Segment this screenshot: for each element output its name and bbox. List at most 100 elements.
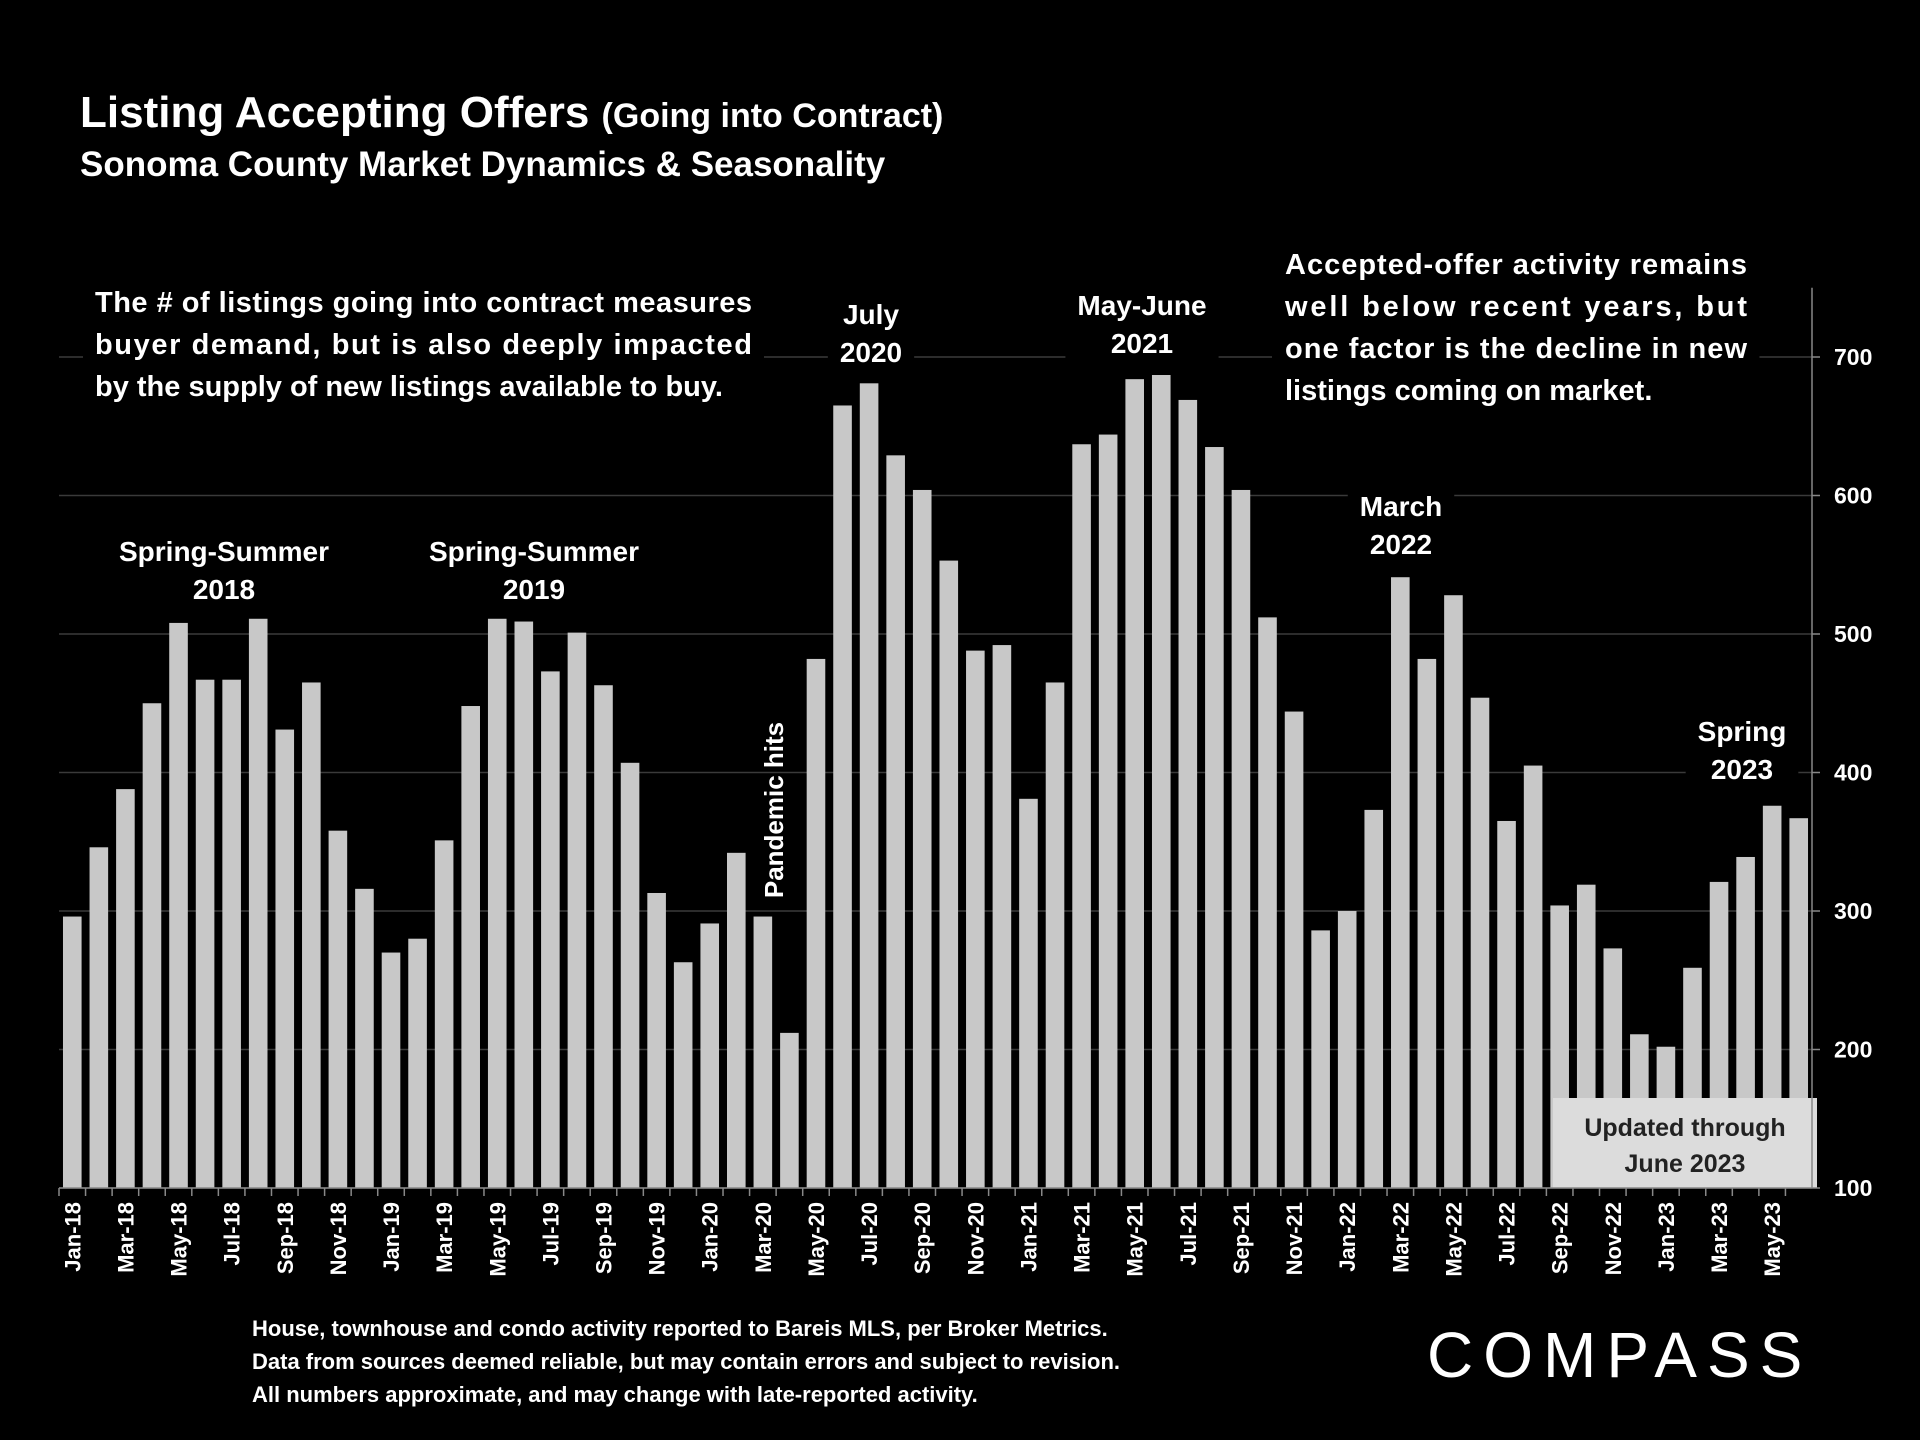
annotation: July 2020	[827, 291, 915, 376]
bar	[355, 888, 374, 1188]
x-tick-label: Nov-18	[326, 1202, 351, 1275]
y-tick-label: 600	[1834, 483, 1872, 509]
x-tick-label: Sep-21	[1229, 1202, 1254, 1274]
bar	[1417, 658, 1437, 1188]
bar	[514, 621, 534, 1188]
x-tick-label: May-18	[167, 1202, 192, 1277]
bar	[647, 892, 666, 1188]
bar	[1178, 399, 1198, 1188]
bar	[620, 762, 640, 1188]
bar	[62, 916, 82, 1188]
bar	[912, 489, 932, 1189]
x-tick-label: Nov-21	[1282, 1202, 1307, 1275]
bar	[859, 383, 879, 1188]
annotation-text: 2021	[1111, 328, 1173, 359]
annotation-text: 2020	[840, 337, 902, 368]
y-tick-label: 400	[1834, 760, 1872, 786]
bar	[275, 729, 295, 1188]
annotation-bg	[1347, 483, 1455, 568]
bar	[1523, 765, 1543, 1188]
bar	[434, 840, 454, 1188]
y-tick-label: 500	[1834, 621, 1872, 647]
x-tick-label: May-23	[1760, 1202, 1785, 1277]
x-tick-label: Mar-22	[1388, 1202, 1413, 1273]
annotation: Accepted-offer activity remains well belo…	[1272, 241, 1760, 415]
x-tick-label: Sep-19	[591, 1202, 616, 1274]
bar	[1284, 711, 1304, 1188]
bar	[142, 703, 162, 1188]
y-tick-label: 700	[1834, 344, 1872, 370]
bar	[1231, 489, 1251, 1189]
bar	[89, 847, 109, 1188]
annotation: The # of listings going into contract me…	[83, 279, 764, 411]
bar	[1311, 930, 1330, 1188]
bar	[594, 685, 613, 1188]
bar	[222, 679, 241, 1188]
annotation-text: 2019	[503, 574, 565, 605]
logo: COMPASS	[1427, 1319, 1812, 1391]
bar	[753, 916, 773, 1188]
annotation-text: 2023	[1711, 754, 1773, 785]
bar	[541, 671, 560, 1188]
x-tick-label: Mar-20	[751, 1202, 776, 1273]
annotation: Pandemic hits	[759, 722, 789, 898]
bar	[1205, 447, 1224, 1188]
annotation-bg	[416, 528, 652, 613]
x-tick-label: Mar-23	[1707, 1202, 1732, 1273]
annotation-text: well below recent years, but	[1284, 291, 1747, 323]
x-tick-label: Sep-22	[1548, 1202, 1573, 1274]
x-tick-label: Mar-21	[1070, 1202, 1095, 1273]
bar	[1258, 617, 1277, 1188]
bar	[1019, 798, 1038, 1188]
bar	[726, 852, 746, 1188]
x-tick-label: May-21	[1123, 1202, 1148, 1277]
x-tick-label: May-22	[1441, 1202, 1466, 1277]
title-main: Listing Accepting Offers	[80, 88, 589, 137]
bar	[302, 682, 321, 1188]
x-tick-label: Jul-22	[1495, 1202, 1520, 1266]
annotation-text: March	[1360, 491, 1442, 522]
bar	[169, 622, 188, 1188]
bar	[780, 1032, 799, 1188]
annotation-text: Spring-Summer	[429, 536, 639, 567]
footnote: All numbers approximate, and may change …	[252, 1382, 978, 1407]
bar	[567, 632, 587, 1188]
x-tick-label: May-19	[485, 1202, 510, 1277]
bar	[248, 618, 268, 1188]
annotation-text: Pandemic hits	[759, 722, 789, 898]
x-tick-label: Jan-18	[60, 1202, 85, 1272]
x-tick-label: Nov-22	[1601, 1202, 1626, 1275]
bar	[992, 645, 1012, 1188]
annotation-text: July	[843, 299, 899, 330]
bar	[1391, 577, 1410, 1188]
x-tick-label: Mar-18	[113, 1202, 138, 1273]
bar	[673, 962, 693, 1188]
x-tick-label: Sep-18	[273, 1202, 298, 1274]
bar	[1762, 805, 1782, 1188]
bar	[1125, 379, 1145, 1188]
annotation-bg	[1272, 241, 1760, 415]
footnote: House, townhouse and condo activity repo…	[252, 1316, 1108, 1341]
x-tick-label: Sep-20	[910, 1202, 935, 1274]
axes: 100 200 300 400 500 600 700 Jan-18 Mar-18 May-18 J…	[58, 287, 1872, 1277]
annotation-text: Accepted-offer activity remains	[1285, 249, 1747, 281]
annotation: Spring 2023	[1685, 708, 1799, 793]
bar	[1072, 444, 1091, 1188]
bar	[116, 789, 135, 1188]
bar	[381, 952, 401, 1188]
bar	[1337, 911, 1357, 1188]
annotation-text: one factor is the decline in new	[1285, 333, 1747, 365]
annotation-bg	[827, 291, 915, 376]
x-tick-label: Jan-22	[1335, 1202, 1360, 1272]
bar	[1470, 697, 1490, 1188]
x-tick-label: Jan-21	[1016, 1202, 1041, 1272]
bar	[1444, 595, 1463, 1188]
x-tick-label: Jul-19	[538, 1202, 563, 1266]
bar	[1151, 375, 1171, 1188]
bar	[408, 938, 427, 1188]
annotation-bg	[1685, 708, 1799, 793]
annotation-text: June 2023	[1625, 1150, 1746, 1178]
x-tick-label: Jan-20	[698, 1202, 723, 1272]
bar	[1045, 682, 1065, 1188]
